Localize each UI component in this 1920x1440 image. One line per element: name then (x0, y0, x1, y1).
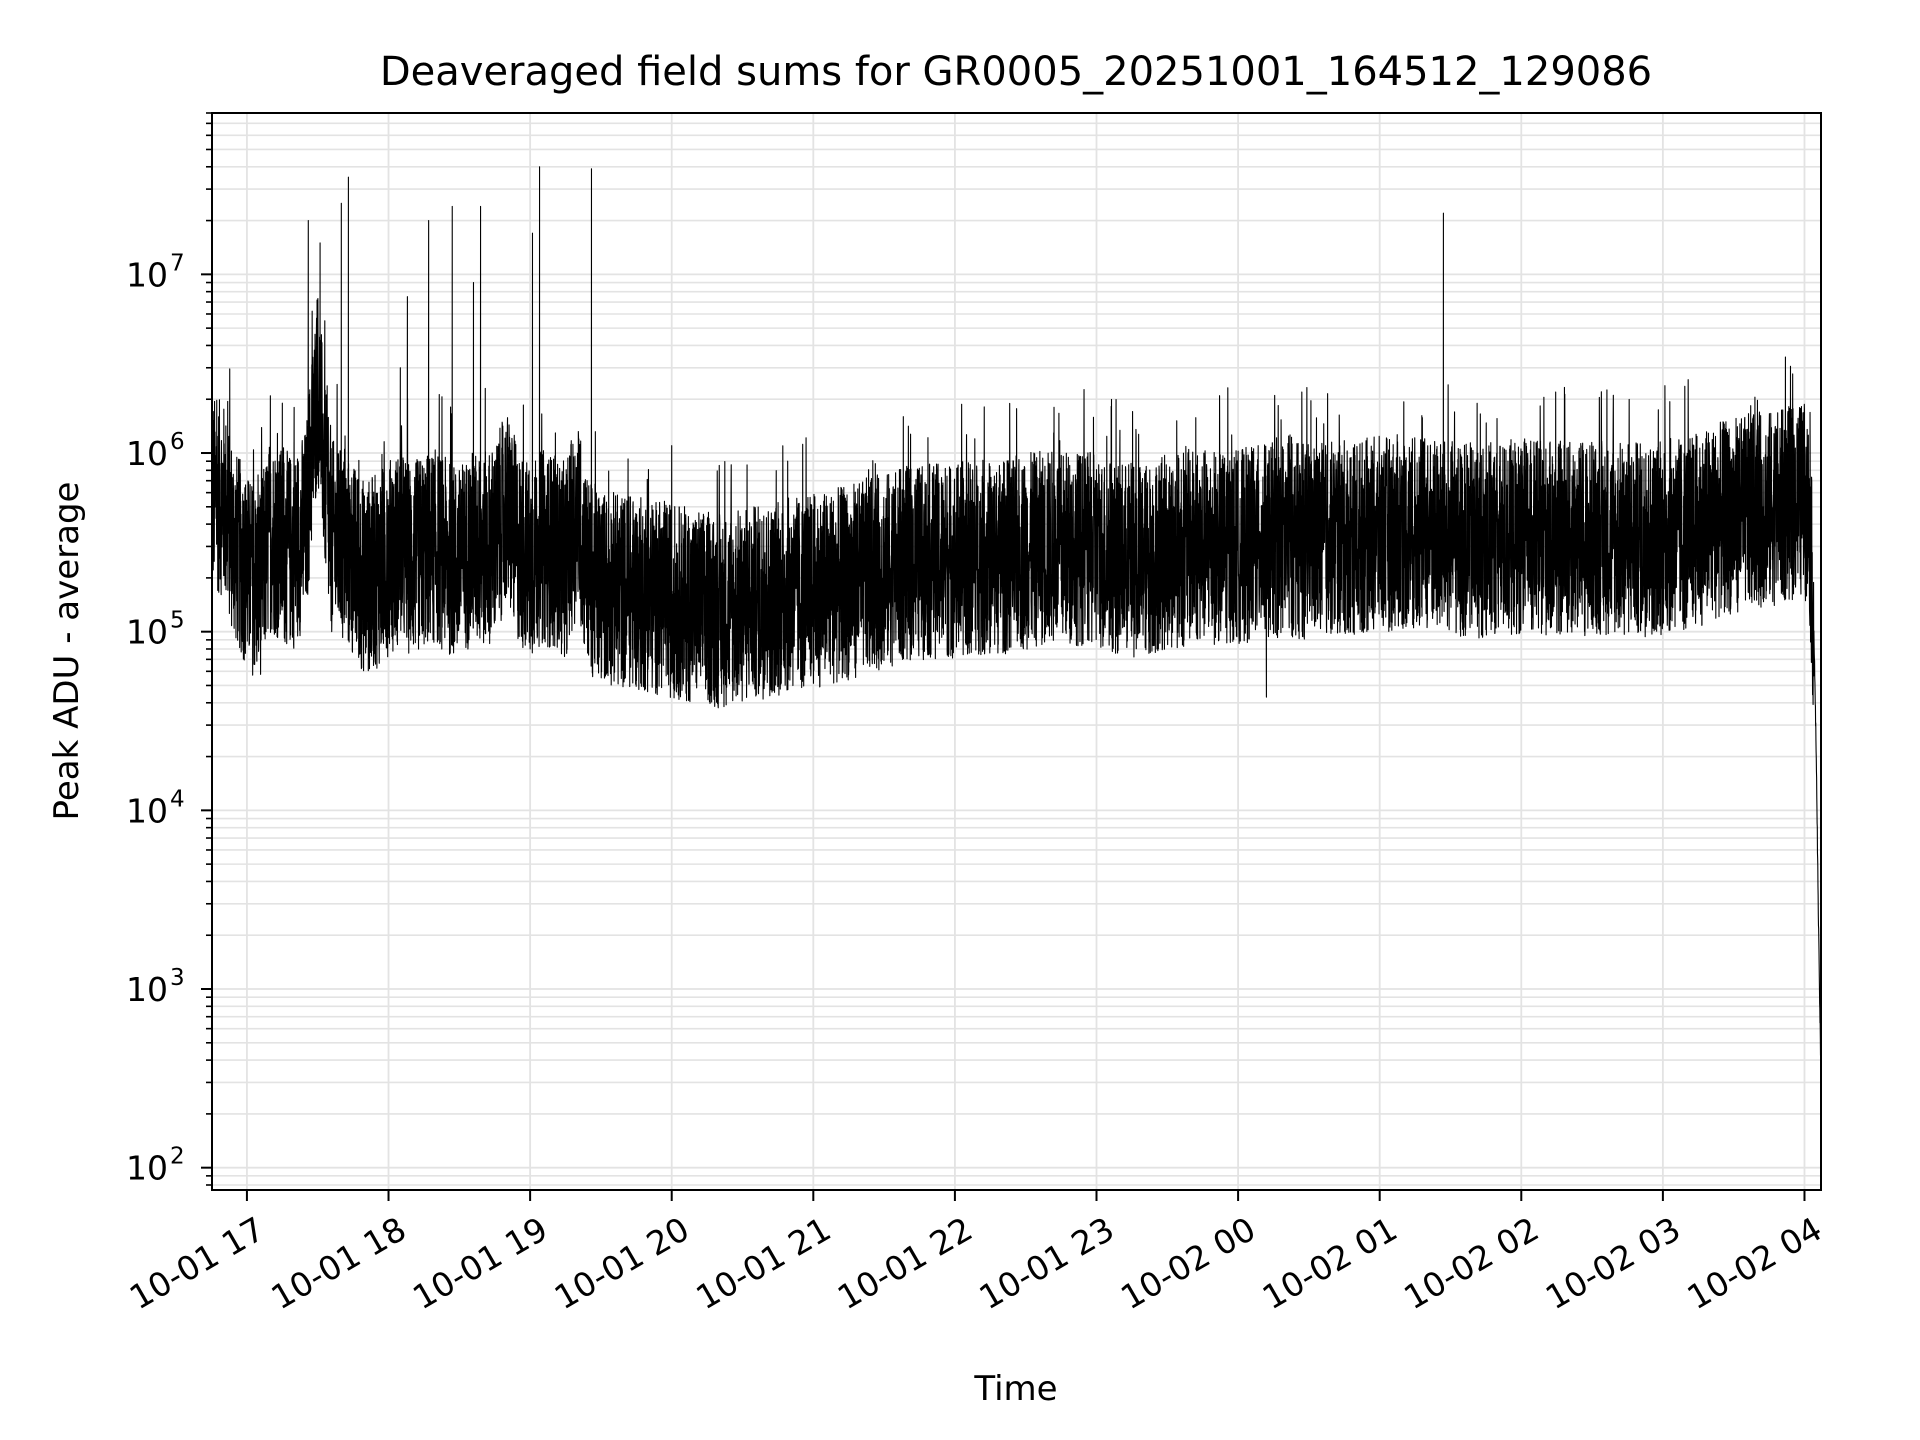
y-tick-label: 10 (126, 1149, 168, 1188)
x-axis-label: Time (973, 1369, 1057, 1409)
y-tick-exponent: 7 (170, 250, 185, 276)
y-tick-exponent: 2 (170, 1144, 185, 1170)
y-tick-exponent: 4 (170, 786, 185, 812)
y-axis-label: Peak ADU - average (47, 482, 87, 821)
y-tick-label: 10 (126, 255, 168, 294)
plot-frame (211, 112, 1822, 1191)
y-tick-exponent: 5 (170, 608, 185, 634)
series-line (210, 166, 1822, 1083)
y-tick-label: 10 (126, 791, 168, 830)
series-path (210, 166, 1822, 1083)
y-tick-exponent: 3 (170, 965, 185, 991)
y-tick-label: 10 (126, 970, 168, 1009)
grid-lines (212, 112, 1821, 1190)
chart-title: Deaveraged field sums for GR0005_2025100… (380, 49, 1652, 95)
y-tick-label: 10 (126, 434, 168, 473)
y-tick-label: 10 (126, 613, 168, 652)
y-tick-exponent: 6 (170, 429, 185, 455)
